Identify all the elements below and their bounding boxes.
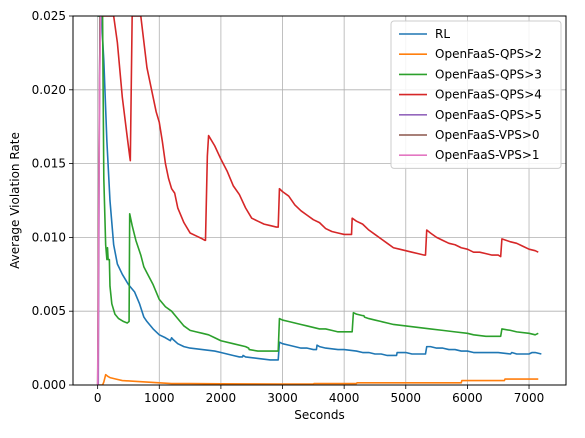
series-line-6: [96, 16, 102, 385]
series-layer: [96, 16, 542, 385]
y-axis-label: Average Violation Rate: [8, 132, 22, 269]
legend-box: [390, 20, 562, 169]
y-tick-label: 0.000: [32, 378, 66, 392]
y-tick-label: 0.010: [32, 230, 66, 244]
y-tick-label: 0.005: [32, 304, 66, 318]
legend-label: OpenFaaS-QPS>4: [435, 88, 542, 102]
y-tick-label: 0.020: [32, 83, 66, 97]
legend-label: OpenFaaS-VPS>1: [435, 148, 540, 162]
series-line-0: [97, 16, 542, 361]
series-line-1: [97, 373, 539, 385]
series-line-3: [102, 16, 539, 258]
legend-label: RL: [435, 27, 450, 41]
x-tick-label: 7000: [514, 391, 545, 405]
y-axis-ticks: 0.000 0.005 0.010 0.015 0.020 0.025: [32, 9, 73, 392]
x-tick-label: 6000: [452, 391, 483, 405]
plot-frame: [72, 15, 567, 386]
x-tick-label: 1000: [144, 391, 175, 405]
legend-label: OpenFaaS-VPS>0: [435, 128, 540, 142]
legend-label: OpenFaaS-QPS>3: [435, 67, 542, 81]
series-line-2: [97, 16, 539, 352]
x-tick-label: 3000: [267, 391, 298, 405]
legend-label: OpenFaaS-QPS>2: [435, 47, 542, 61]
legend-label: OpenFaaS-QPS>5: [435, 108, 542, 122]
y-tick-label: 0.025: [32, 9, 66, 23]
x-tick-label: 4000: [329, 391, 360, 405]
x-tick-label: 5000: [391, 391, 422, 405]
x-tick-label: 2000: [206, 391, 237, 405]
x-axis-label: Seconds: [294, 408, 344, 422]
y-tick-label: 0.015: [32, 157, 66, 171]
x-axis-ticks: 0 1000 2000 3000 4000 5000 6000 7000: [94, 385, 544, 405]
x-tick-label: 0: [94, 391, 102, 405]
legend: RL OpenFaaS-QPS>2 OpenFaaS-QPS>3 OpenFaaS-Q…: [390, 20, 562, 169]
